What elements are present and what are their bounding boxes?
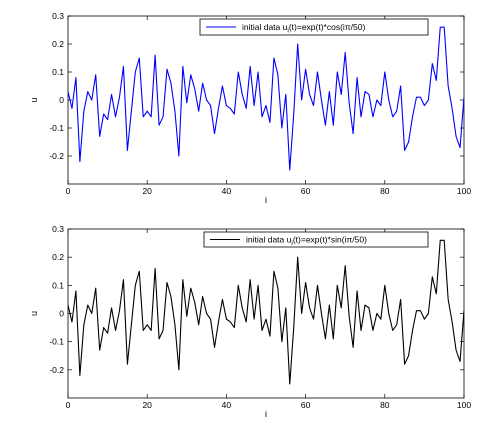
- y-tick-label: -0.1: [49, 337, 64, 347]
- y-axis-label: u: [29, 311, 39, 316]
- x-tick-label: 100: [457, 400, 471, 410]
- y-tick-label: -0.2: [49, 365, 64, 375]
- series-line: [68, 26, 464, 171]
- y-tick-label: 0.2: [52, 39, 64, 49]
- x-axis-label: i: [265, 195, 267, 205]
- chart-panel-1: 0 20 40 60 80 100 0.3 0.2 0.1 0 -0.1 -0.2 i u initial …: [29, 11, 471, 205]
- x-tick-label: 80: [380, 400, 390, 410]
- legend-box: [203, 231, 429, 248]
- y-tick-label: 0: [59, 309, 64, 319]
- plot-area-frame: [67, 228, 465, 399]
- series-line: [68, 239, 464, 385]
- legend-label: initial data ui(t)=exp(t)*sin(iπ/50): [246, 235, 367, 248]
- y-tick-label: 0.3: [52, 11, 64, 21]
- x-tick-label: 40: [222, 400, 232, 410]
- y-tick-label: 0: [59, 95, 64, 105]
- legend: initial data ui(t)=exp(t)*sin(iπ/50): [203, 231, 429, 248]
- x-tick-label: 40: [222, 186, 232, 196]
- legend-box: [199, 18, 429, 36]
- y-axis-label: u: [29, 97, 39, 102]
- x-axis-label: i: [265, 409, 267, 419]
- x-tick-label: 100: [457, 186, 471, 196]
- x-tick-label: 60: [301, 186, 311, 196]
- y-tick-label: 0.3: [52, 224, 64, 234]
- x-tick-label: 0: [66, 186, 71, 196]
- y-tick-label: -0.1: [49, 123, 64, 133]
- y-tick-label: 0.1: [52, 280, 64, 290]
- x-tick-label: 20: [142, 186, 152, 196]
- x-tick-label: 80: [380, 186, 390, 196]
- chart-panel-2: 0 20 40 60 80 100 0.3 0.2 0.1 0 -0.1 -0.2 i u initial …: [29, 224, 471, 419]
- y-tick-label: 0.2: [52, 252, 64, 262]
- y-tick-label: 0.1: [52, 67, 64, 77]
- legend: initial data ui(t)=exp(t)*cos(iπ/50): [199, 18, 429, 36]
- y-tick-label: -0.2: [49, 151, 64, 161]
- x-tick-label: 60: [301, 400, 311, 410]
- x-tick-label: 0: [66, 400, 71, 410]
- x-tick-label: 20: [142, 400, 152, 410]
- legend-label: initial data ui(t)=exp(t)*cos(iπ/50): [242, 22, 365, 35]
- plot-area-frame: [67, 15, 465, 185]
